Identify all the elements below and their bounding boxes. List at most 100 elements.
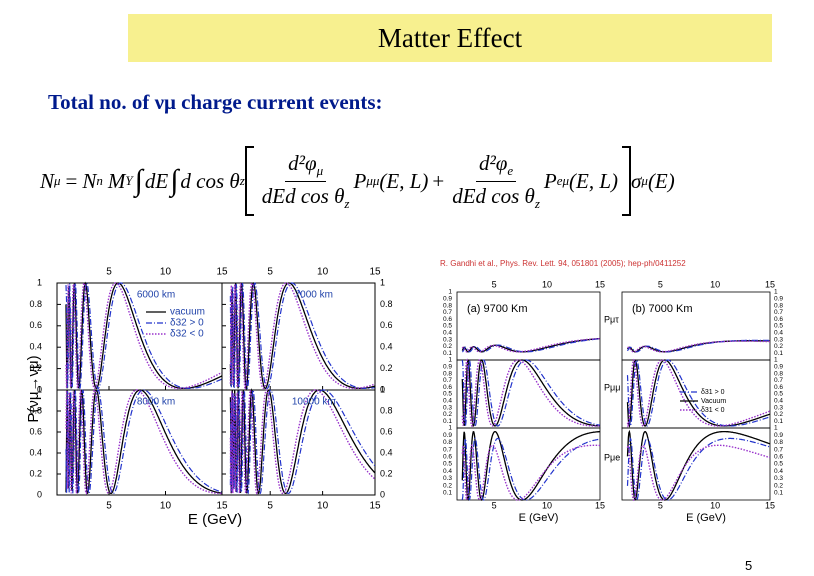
panel-label: 10000 km bbox=[292, 397, 336, 408]
y-tick-label: 0.8 bbox=[443, 370, 452, 377]
x-tick-label: 10 bbox=[710, 500, 720, 510]
x-tick-label: 15 bbox=[765, 279, 775, 289]
y-tick-label: 0.2 bbox=[443, 482, 452, 489]
y-tick-label: 0.1 bbox=[443, 350, 452, 357]
x-tick-label: 5 bbox=[267, 501, 273, 512]
y-tick-label: 0.4 bbox=[29, 342, 42, 352]
y-tick-label: 0.4 bbox=[380, 342, 393, 352]
y-tick-label: 0.5 bbox=[774, 461, 783, 468]
x-tick-label: 10 bbox=[160, 501, 172, 512]
y-tick-label: 0 bbox=[380, 489, 385, 499]
y-tick-label: 0.7 bbox=[443, 377, 452, 384]
y-tick-label: 0 bbox=[380, 384, 385, 394]
symbol: d cos θ bbox=[180, 168, 240, 193]
bracket bbox=[244, 146, 254, 216]
bracket bbox=[622, 146, 632, 216]
integral: ∫ bbox=[134, 164, 143, 197]
y-tick-label: 0.8 bbox=[774, 302, 783, 309]
symbol: (E) bbox=[647, 168, 675, 193]
y-tick-label: 0.8 bbox=[380, 299, 393, 309]
x-tick-label: 15 bbox=[595, 500, 605, 510]
curve bbox=[626, 358, 771, 428]
y-tick-label: 0.4 bbox=[774, 468, 783, 475]
curve bbox=[461, 359, 601, 428]
curve bbox=[627, 340, 770, 353]
x-tick-label: 15 bbox=[595, 279, 605, 289]
intro-text: Total no. of νμ charge current events: bbox=[48, 90, 383, 114]
y-tick-label: 0.1 bbox=[443, 418, 452, 425]
y-tick-label: 0.4 bbox=[443, 330, 452, 337]
y-tick-label: 1 bbox=[448, 357, 452, 364]
y-tick-label: 0.3 bbox=[774, 404, 783, 411]
y-tick-label: 1 bbox=[774, 425, 778, 432]
y-tick-label: 0.6 bbox=[774, 454, 783, 461]
y-tick-label: 0.8 bbox=[774, 370, 783, 377]
y-tick-label: 1 bbox=[774, 289, 778, 296]
x-tick-label: 10 bbox=[542, 500, 552, 510]
y-tick-label: 0.1 bbox=[443, 490, 452, 497]
caption: R. Gandhi et al., Phys. Rev. Lett. 94, 0… bbox=[440, 259, 686, 268]
legend-label: Vacuum bbox=[701, 398, 726, 405]
symbol: d²φ bbox=[478, 150, 508, 175]
y-tick-label: 1 bbox=[448, 425, 452, 432]
y-tick-label: 0.7 bbox=[774, 309, 783, 316]
subscript: n bbox=[96, 173, 103, 188]
y-tick-label: 0.6 bbox=[443, 384, 452, 391]
y-tick-label: 0.4 bbox=[774, 398, 783, 405]
y-tick-label: 0.4 bbox=[380, 447, 393, 457]
y-tick-label: 0.9 bbox=[443, 432, 452, 439]
y-tick-label: 0.3 bbox=[774, 475, 783, 482]
curve bbox=[461, 358, 600, 428]
curve bbox=[461, 430, 600, 501]
x-tick-label: 15 bbox=[765, 500, 775, 510]
y-tick-label: 1 bbox=[774, 357, 778, 364]
y-tick-label: 0.2 bbox=[774, 482, 783, 489]
x-tick-label: 5 bbox=[106, 501, 112, 512]
symbol: (E, L) bbox=[379, 168, 429, 193]
y-tick-label: 0.4 bbox=[443, 398, 452, 405]
panel-label: 7000 km bbox=[295, 290, 333, 301]
curve bbox=[461, 337, 600, 353]
subscript: eμ bbox=[556, 173, 570, 188]
y-tick-label: 0.1 bbox=[774, 418, 783, 425]
y-tick-label: 0.5 bbox=[443, 391, 452, 398]
y-tick-label: 0.4 bbox=[29, 447, 42, 457]
curve bbox=[462, 338, 601, 353]
panel-frame bbox=[456, 427, 601, 501]
symbol: σ bbox=[631, 168, 642, 193]
y-tick-label: 0.6 bbox=[443, 454, 452, 461]
curve bbox=[229, 282, 376, 390]
symbol: P bbox=[353, 168, 367, 193]
y-tick-label: 0.7 bbox=[443, 446, 452, 453]
curve bbox=[65, 388, 222, 495]
subscript: μ bbox=[316, 162, 324, 178]
row-label: Pμe bbox=[604, 452, 620, 462]
y-tick-label: 0.8 bbox=[443, 439, 452, 446]
panel-frame bbox=[621, 427, 771, 501]
subscript: z bbox=[534, 195, 540, 211]
panel-frame bbox=[621, 359, 771, 429]
fraction: d²φμ dEd cos θz bbox=[262, 151, 350, 212]
y-tick-label: 0.6 bbox=[29, 426, 42, 436]
curve bbox=[626, 429, 771, 501]
y-tick-label: 0.9 bbox=[774, 364, 783, 371]
y-tick-label: 0.7 bbox=[443, 309, 452, 316]
curve bbox=[626, 339, 770, 353]
y-tick-label: 0.9 bbox=[443, 364, 452, 371]
curve bbox=[461, 437, 600, 501]
y-tick-label: 0.2 bbox=[380, 468, 393, 478]
symbol: N bbox=[40, 168, 55, 193]
x-tick-label: 10 bbox=[542, 279, 552, 289]
y-tick-label: 0.5 bbox=[443, 461, 452, 468]
x-axis-label: E (GeV) bbox=[519, 512, 559, 524]
curve bbox=[65, 281, 223, 390]
curve bbox=[65, 389, 222, 495]
legend-label: δ32 < 0 bbox=[170, 329, 204, 340]
y-tick-label: 0 bbox=[37, 384, 42, 394]
y-tick-label: 0.2 bbox=[29, 468, 42, 478]
y-tick-label: 0.3 bbox=[443, 404, 452, 411]
x-tick-label: 5 bbox=[492, 279, 497, 289]
y-tick-label: 0.2 bbox=[443, 343, 452, 350]
x-axis-label: E (GeV) bbox=[686, 512, 726, 524]
fraction: d²φe dEd cos θz bbox=[452, 151, 540, 212]
